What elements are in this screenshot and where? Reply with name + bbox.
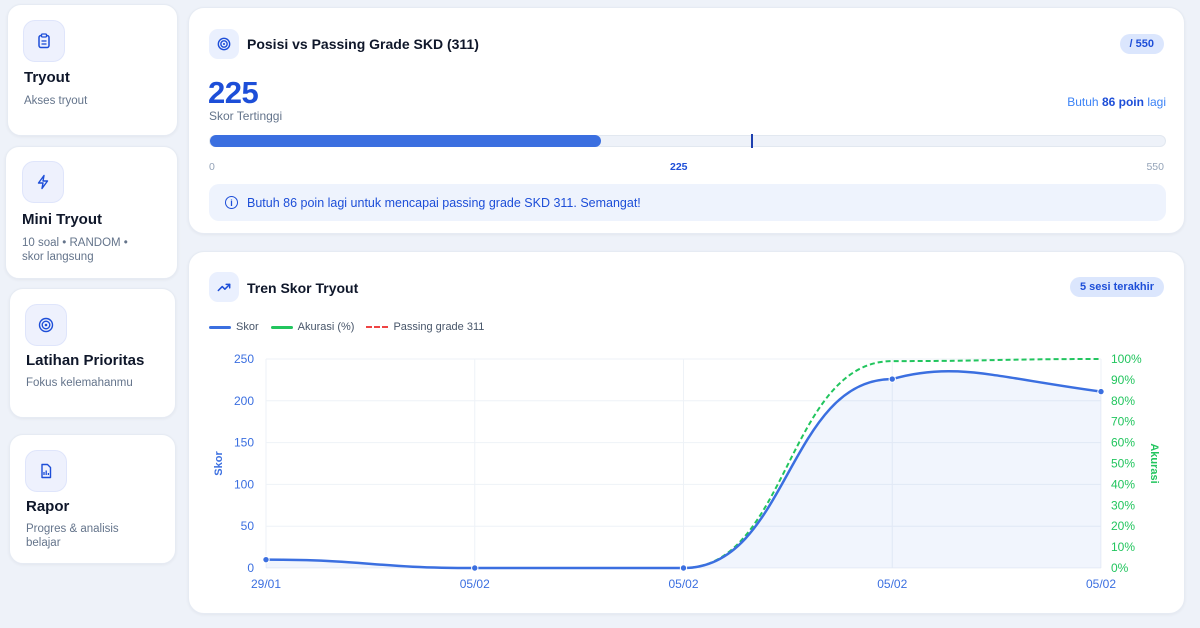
info-text: Butuh 86 poin lagi untuk mencapai passin… xyxy=(247,195,641,210)
highest-score-label: Skor Tertinggi xyxy=(209,109,283,123)
score-line xyxy=(265,369,1102,570)
x-tick-label: 05/02 xyxy=(668,577,698,591)
accuracy-line xyxy=(683,358,1102,569)
sidebar-item-title: Tryout xyxy=(24,69,70,86)
panel-title: Tren Skor Tryout xyxy=(247,280,359,296)
legend-item-accuracy[interactable]: Akurasi (%) xyxy=(270,321,355,333)
y2-tick-label: 60% xyxy=(1111,436,1135,450)
x-tick-label: 05/02 xyxy=(460,577,490,591)
report-icon xyxy=(25,450,67,492)
legend-item-score[interactable]: Skor xyxy=(209,321,259,333)
sidebar-item-mini-tryout[interactable]: Mini Tryout 10 soal • RANDOM • skor lang… xyxy=(5,146,178,279)
sessions-badge: 5 sesi terakhir xyxy=(1070,277,1164,297)
y2-tick-label: 50% xyxy=(1111,457,1135,471)
subtitle-line: skor langsung xyxy=(22,251,94,263)
passing-grade-panel: Posisi vs Passing Grade SKD (311) / 550 … xyxy=(188,7,1185,234)
score-point xyxy=(262,555,270,564)
score-area xyxy=(266,371,1101,568)
progress-bar xyxy=(209,134,1166,148)
legend-label: Passing grade 311 xyxy=(393,321,485,333)
y2-tick-label: 30% xyxy=(1111,498,1135,512)
sidebar-item-title: Latihan Prioritas xyxy=(26,352,145,369)
passing-grade-marker xyxy=(751,134,754,148)
y-tick-label: 0 xyxy=(247,561,254,575)
y2-tick-label: 80% xyxy=(1111,394,1135,408)
y2-tick-label: 100% xyxy=(1111,352,1142,366)
sidebar-item-tryout[interactable]: Tryout Akses tryout xyxy=(7,4,178,136)
legend-label: Akurasi (%) xyxy=(297,321,355,333)
y2-tick-label: 20% xyxy=(1111,519,1135,533)
legend-item-passing[interactable]: Passing grade 311 xyxy=(366,321,484,333)
chart-legend: Skor Akurasi (%) Passing grade 311 xyxy=(209,321,496,333)
score-point xyxy=(471,564,479,572)
sidebar-item-title: Mini Tryout xyxy=(22,211,102,228)
points-needed: Butuh 86 poin lagi xyxy=(1067,95,1166,109)
score-point xyxy=(1097,387,1105,396)
subtitle-line: Progres & analisis xyxy=(26,523,119,535)
tick-current: 225 xyxy=(670,161,688,173)
trending-up-icon xyxy=(209,272,239,302)
info-banner: i Butuh 86 poin lagi untuk mencapai pass… xyxy=(209,184,1166,221)
y-axis-title: Skor xyxy=(213,451,225,476)
y2-tick-label: 40% xyxy=(1111,477,1135,491)
subtitle-line: belajar xyxy=(26,537,61,549)
score-point xyxy=(679,564,688,572)
sidebar-item-latihan-prioritas[interactable]: Latihan Prioritas Fokus kelemahanmu xyxy=(9,288,176,418)
y-tick-label: 250 xyxy=(234,352,254,366)
y2-axis-title: Akurasi xyxy=(1148,443,1160,483)
y2-tick-label: 10% xyxy=(1111,540,1135,554)
trend-panel: Tren Skor Tryout 5 sesi terakhir Skor Ak… xyxy=(188,251,1185,614)
y2-tick-label: 70% xyxy=(1111,415,1135,429)
legend-swatch xyxy=(209,325,231,329)
legend-swatch xyxy=(270,325,293,329)
y2-tick-label: 90% xyxy=(1111,373,1135,387)
sidebar-item-subtitle: Progres & analisis belajar xyxy=(26,522,119,550)
y-tick-label: 100 xyxy=(234,477,254,491)
y-tick-label: 150 xyxy=(234,436,254,450)
sidebar-item-subtitle: Fokus kelemahanmu xyxy=(26,377,133,389)
legend-label: Skor xyxy=(236,321,259,333)
target-icon xyxy=(25,304,67,346)
points-needed-suffix: lagi xyxy=(1147,95,1166,109)
y-tick-label: 200 xyxy=(234,394,254,408)
score-point xyxy=(888,375,896,383)
sidebar-item-title: Rapor xyxy=(26,498,70,515)
sidebar-item-rapor[interactable]: Rapor Progres & analisis belajar xyxy=(9,434,176,564)
clipboard-icon xyxy=(23,20,65,62)
sidebar-item-subtitle: Akses tryout xyxy=(24,95,88,107)
y2-tick-label: 0% xyxy=(1111,561,1129,575)
tick-max: 550 xyxy=(1146,161,1164,173)
target-icon xyxy=(209,29,239,59)
y-tick-label: 50 xyxy=(241,519,255,533)
sidebar-item-subtitle: 10 soal • RANDOM • skor langsung xyxy=(22,236,128,264)
x-tick-label: 29/01 xyxy=(251,577,281,591)
max-score-badge: / 550 xyxy=(1119,34,1164,54)
panel-title: Posisi vs Passing Grade SKD (311) xyxy=(247,36,479,52)
points-needed-value: 86 poin xyxy=(1101,95,1144,109)
subtitle-line: 10 soal • RANDOM • xyxy=(22,237,128,249)
x-tick-label: 05/02 xyxy=(877,577,907,591)
highest-score: 225 xyxy=(208,75,259,110)
points-needed-prefix: Butuh xyxy=(1067,95,1099,109)
lightning-icon xyxy=(22,161,64,203)
tick-min: 0 xyxy=(209,161,215,173)
x-tick-label: 05/02 xyxy=(1086,577,1116,591)
legend-swatch xyxy=(366,326,389,328)
trend-chart: 250 200 150 100 50 0 100% 90% 80% 70% 60% 50% 40% 30%… xyxy=(213,352,1160,591)
info-icon: i xyxy=(225,196,238,209)
progress-bar-fill xyxy=(210,135,602,147)
